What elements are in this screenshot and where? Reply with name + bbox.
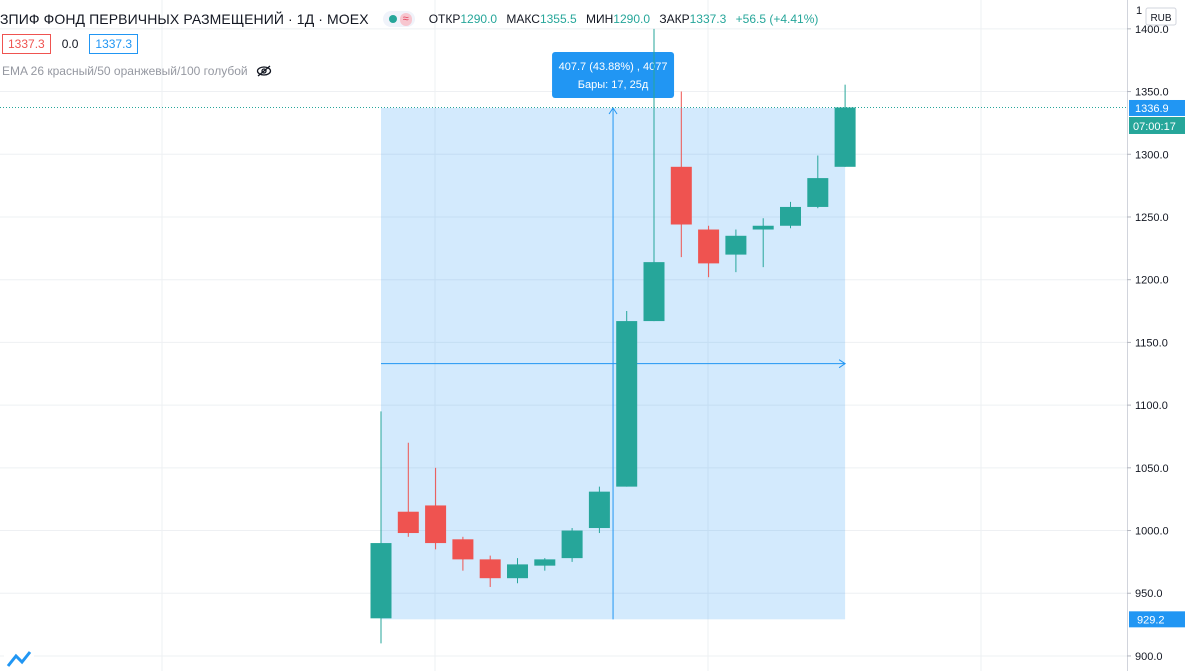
price-tick-label: 1250.0 — [1135, 212, 1169, 224]
measure-high-label-box — [1129, 99, 1185, 116]
candle-down — [425, 467, 447, 550]
candle-down — [670, 91, 692, 258]
price-tick-label: 1300.0 — [1135, 149, 1169, 161]
measure-label-line2: Бары: 17, 25д — [578, 79, 649, 91]
price-tick-label-partial: 1 — [1136, 5, 1142, 17]
candle-down — [698, 225, 720, 278]
countdown-label: 07:00:17 — [1133, 121, 1176, 133]
measure-arrowhead-up — [608, 107, 618, 115]
candle-body — [588, 491, 610, 529]
candle-body — [698, 229, 720, 264]
ohlc-low-value: 1290.0 — [613, 12, 650, 26]
measure-label-box — [552, 51, 675, 98]
candle-down — [397, 442, 419, 537]
candle-up — [780, 201, 801, 229]
candle-body — [507, 564, 528, 579]
candle-body — [534, 559, 556, 566]
ohlc-low-label: МИН — [586, 12, 614, 26]
ohlc-close-label: ЗАКР — [659, 12, 690, 26]
ohlc-change: +56.5 (+4.41%) — [735, 12, 819, 26]
candle-up — [834, 84, 856, 167]
price-tick-label: 950.0 — [1135, 588, 1163, 600]
candle-body — [807, 178, 829, 207]
price-axis[interactable]: 900.0 950.0 1000.0 1050.0 1100.0 1150.0 1200.0… — [1127, 0, 1200, 671]
candle-up — [588, 486, 610, 534]
candle-body — [425, 505, 447, 544]
price-tick-label: 1200.0 — [1135, 275, 1169, 287]
price-tick-label: 1350.0 — [1135, 87, 1169, 99]
candle-body — [834, 107, 856, 167]
ohlc-high-label: МАКС — [506, 12, 540, 26]
candle-up — [807, 155, 829, 209]
candle-up — [507, 558, 528, 584]
candle-body — [780, 206, 801, 226]
currency-label: RUB — [1150, 13, 1171, 24]
chart-grid — [0, 0, 1127, 671]
measure-tool[interactable]: 407.7 (43.88%) , 4077 Бары: 17, 25д — [381, 51, 847, 620]
spread-value: 0.0 — [61, 37, 79, 51]
measure-low-label-box — [1129, 611, 1185, 628]
chart-header: ЗПИФ ФОНД ПЕРВИЧНЫХ РАЗМЕЩЕНИЙ · 1Д · MO… — [0, 10, 824, 28]
trade-panel: 1337.3 0.0 1337.3 — [2, 34, 139, 54]
candle-up — [534, 558, 556, 571]
buy-button[interactable]: 1337.3 — [89, 34, 139, 54]
price-tick-label: 1150.0 — [1135, 337, 1168, 349]
candle-body — [397, 511, 419, 534]
candle-body — [752, 225, 774, 230]
currency-button[interactable] — [1145, 7, 1177, 26]
measure-high-label: 1336.9 — [1135, 103, 1169, 115]
candle-body — [643, 262, 665, 322]
candle-body — [370, 543, 392, 619]
chart-title: ЗПИФ ФОНД ПЕРВИЧНЫХ РАЗМЕЩЕНИЙ · 1Д · MO… — [0, 11, 369, 27]
price-tick-label: 1000.0 — [1135, 526, 1169, 538]
price-tick-label: 1050.0 — [1135, 463, 1169, 475]
tradingview-logo-icon[interactable] — [4, 650, 34, 671]
candle-up — [561, 528, 583, 562]
ohlc-close-value: 1337.3 — [689, 12, 727, 26]
measure-low-label: 929.2 — [1137, 614, 1165, 626]
candle-down — [479, 555, 501, 587]
candle-body — [479, 559, 501, 579]
candle-up — [752, 218, 774, 268]
candle-body — [670, 166, 692, 225]
candle-up — [370, 411, 392, 644]
indicator-label: EMA 26 красный/50 оранжевый/100 голубой — [2, 64, 248, 78]
measure-arrowhead-right — [838, 359, 847, 369]
candles — [0, 28, 1127, 644]
price-tick-label: 1100.0 — [1135, 400, 1168, 412]
price-tick-label: 1400.0 — [1135, 24, 1169, 36]
candle-body — [561, 530, 583, 559]
candle-body — [616, 321, 638, 487]
candle-up — [643, 28, 665, 322]
sell-button[interactable]: 1337.3 — [2, 34, 51, 54]
countdown-label-box — [1129, 116, 1185, 134]
eye-off-icon[interactable] — [256, 65, 272, 77]
candle-body — [452, 539, 474, 560]
candle-down — [452, 536, 474, 571]
market-status-icon — [388, 15, 397, 23]
candle-up — [616, 311, 638, 487]
symbol-status[interactable]: ≈ — [382, 11, 415, 27]
candle-body — [725, 235, 747, 255]
symbol-badge: ≈ — [399, 12, 412, 26]
ohlc-open-label: ОТКР — [428, 12, 461, 26]
ohlc-high-value: 1355.5 — [539, 12, 577, 26]
price-tick-label: 900.0 — [1135, 651, 1163, 663]
ohlc-open-value: 1290.0 — [460, 12, 498, 26]
ohlc-values: ОТКР1290.0 МАКС1355.5 МИН1290.0 ЗАКР1337… — [429, 12, 825, 26]
candle-up — [725, 229, 747, 273]
indicator-legend[interactable]: EMA 26 красный/50 оранжевый/100 голубой — [2, 64, 272, 78]
measure-label-line1: 407.7 (43.88%) , 4077 — [559, 61, 668, 73]
